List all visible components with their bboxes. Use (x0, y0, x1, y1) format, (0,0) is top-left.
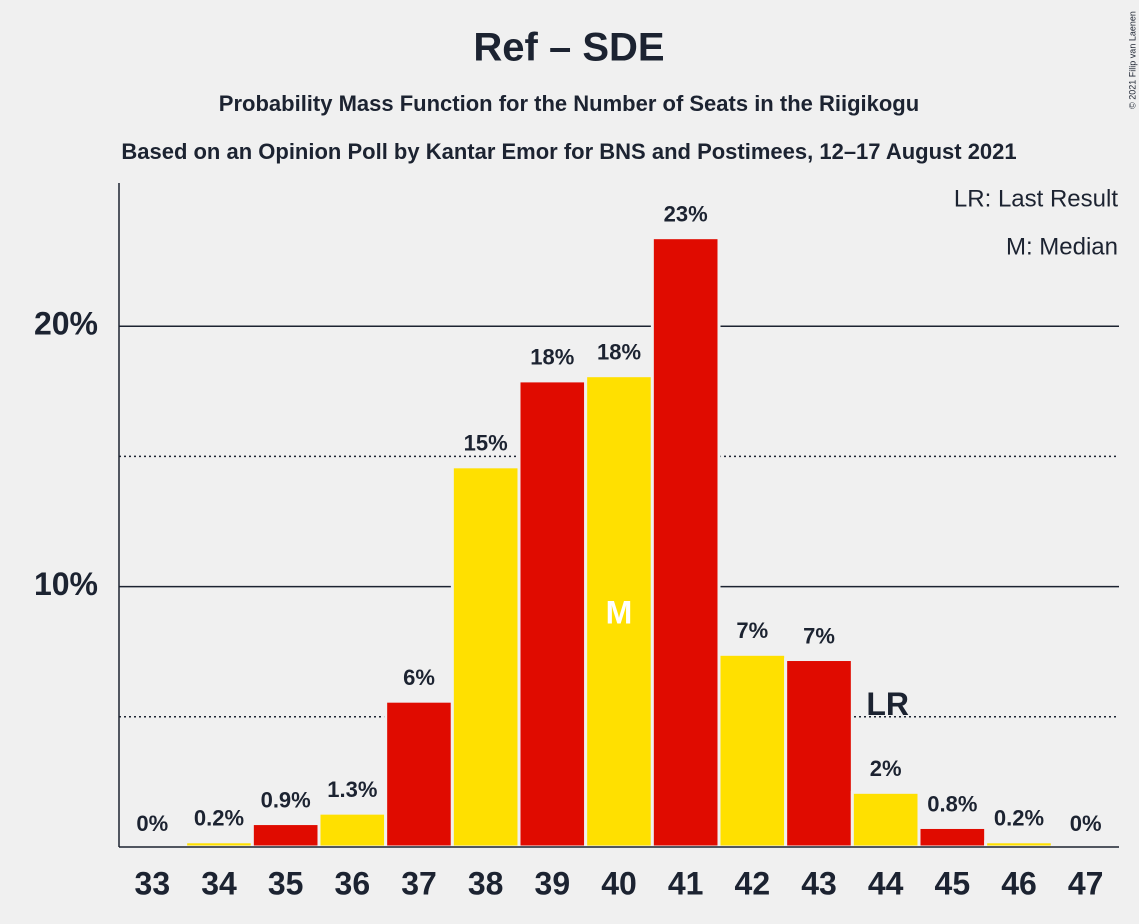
x-tick-label: 36 (335, 865, 371, 901)
value-label: 0% (1070, 811, 1102, 836)
x-tick-label: 42 (735, 865, 771, 901)
annotation: LR (866, 686, 909, 722)
value-label: 18% (597, 340, 641, 365)
value-label: 0.9% (261, 787, 311, 812)
bar (850, 790, 921, 849)
bar (917, 825, 988, 849)
x-tick-label: 39 (535, 865, 571, 901)
y-tick-label: 20% (34, 306, 98, 342)
x-tick-label: 40 (601, 865, 637, 901)
x-tick-label: 33 (135, 865, 171, 901)
legend-entry: LR: Last Result (954, 185, 1118, 212)
bar (784, 658, 854, 849)
x-tick-label: 47 (1068, 865, 1104, 901)
value-label: 6% (403, 665, 435, 690)
value-label: 2% (870, 756, 902, 781)
bar (184, 840, 254, 849)
x-tick-label: 35 (268, 865, 304, 901)
bar (517, 379, 588, 849)
value-label: 1.3% (327, 777, 377, 802)
annotation: M (606, 594, 633, 630)
value-label: 18% (530, 345, 574, 370)
value-label: 7% (803, 623, 835, 648)
bar (984, 840, 1054, 849)
x-tick-label: 37 (401, 865, 437, 901)
bar (717, 652, 788, 849)
x-tick-label: 38 (468, 865, 504, 901)
x-tick-label: 34 (201, 865, 237, 901)
x-tick-label: 44 (868, 865, 904, 901)
value-label: 7% (736, 618, 768, 643)
value-label: 15% (464, 431, 508, 456)
subtitle: Probability Mass Function for the Number… (219, 91, 919, 116)
bar (450, 465, 521, 849)
x-tick-label: 43 (801, 865, 837, 901)
bar (384, 699, 454, 849)
value-label: 0.8% (927, 791, 977, 816)
bar (317, 811, 388, 849)
value-label: 0% (136, 811, 168, 836)
legend-entry: M: Median (1006, 233, 1118, 260)
bar (650, 236, 721, 849)
x-tick-label: 41 (668, 865, 704, 901)
y-tick-label: 10% (34, 566, 98, 602)
bar (250, 822, 321, 849)
value-label: 0.2% (994, 806, 1044, 831)
bar (584, 374, 654, 849)
chart-title: Ref – SDE (473, 26, 664, 70)
value-label: 23% (664, 201, 708, 226)
copyright: © 2021 Filip van Laenen (1127, 11, 1137, 109)
value-label: 0.2% (194, 806, 244, 831)
subtitle: Based on an Opinion Poll by Kantar Emor … (121, 139, 1016, 164)
x-tick-label: 46 (1001, 865, 1037, 901)
x-tick-label: 45 (935, 865, 971, 901)
